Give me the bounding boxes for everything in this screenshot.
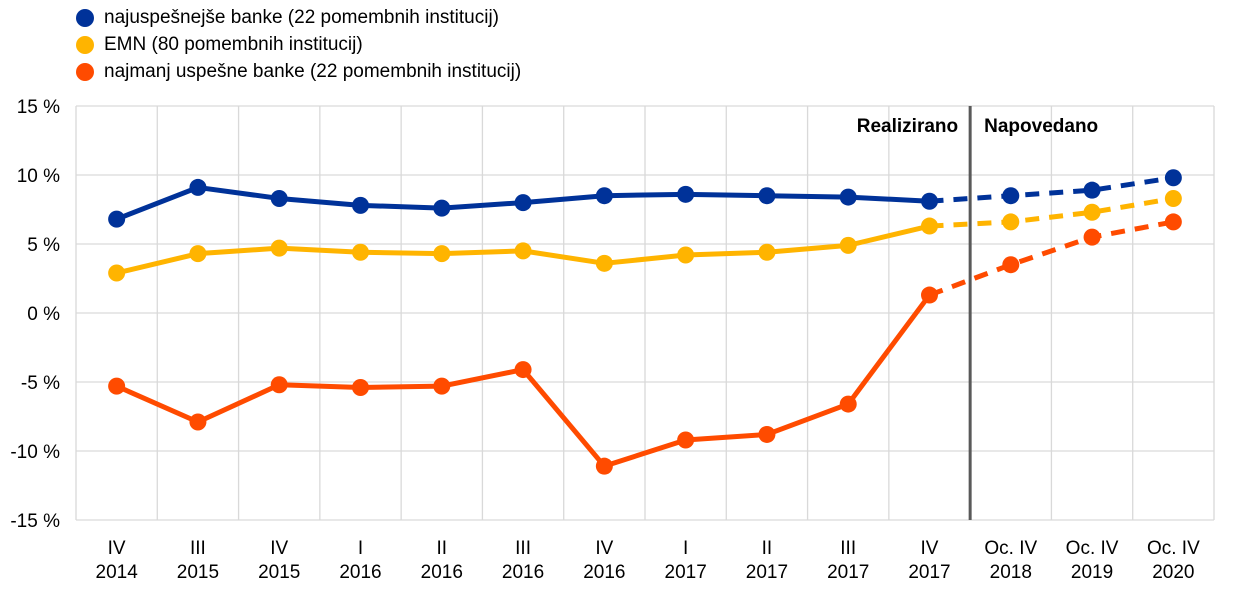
y-tick-label: 0 % <box>27 304 60 325</box>
data-point <box>352 243 369 261</box>
y-tick-label: 10 % <box>17 166 60 187</box>
x-tick-label: Oc. IV 2020 <box>1147 538 1200 583</box>
legend-item: najuspešnejše banke (22 pomembnih instit… <box>76 4 521 31</box>
data-point <box>514 242 532 260</box>
x-tick-label: III 2016 <box>502 538 544 583</box>
series-line-projection <box>929 195 1174 229</box>
data-point <box>433 245 451 263</box>
data-point <box>189 178 207 196</box>
x-tick-label: I 2016 <box>339 538 381 583</box>
data-point <box>108 264 126 282</box>
data-point <box>433 377 451 395</box>
x-tick-label: II 2016 <box>421 538 463 583</box>
data-point <box>1164 189 1182 207</box>
x-tick-label: Oc. IV 2018 <box>984 538 1037 583</box>
data-point <box>758 425 776 443</box>
data-point <box>270 239 288 257</box>
divider-label-realised: Realizirano <box>857 116 958 137</box>
x-tick-label: IV 2014 <box>96 538 139 583</box>
data-point <box>108 210 126 228</box>
data-point <box>1002 256 1020 274</box>
data-point <box>677 431 695 449</box>
data-point <box>270 376 288 394</box>
y-tick-label: 5 % <box>27 235 60 256</box>
data-point <box>758 187 776 205</box>
data-point <box>595 187 613 205</box>
legend-marker-worst-banks <box>76 62 94 81</box>
x-tick-label: Oc. IV 2019 <box>1066 538 1119 583</box>
data-point <box>1002 213 1020 231</box>
series-line-projection <box>929 175 1174 204</box>
x-tick-label: IV 2015 <box>258 538 300 583</box>
legend-label-ssm: EMN (80 pomembnih institucij) <box>104 33 363 55</box>
data-point <box>921 192 938 210</box>
series-line-projection <box>928 219 1174 298</box>
legend-marker-top-banks <box>76 8 94 27</box>
y-tick-label: -10 % <box>10 442 60 463</box>
legend-label-worst-banks: najmanj uspešne banke (22 pomembnih inst… <box>104 60 522 82</box>
data-point <box>352 379 369 397</box>
data-point <box>514 194 532 212</box>
data-point <box>921 217 938 235</box>
data-point <box>433 199 451 217</box>
data-point <box>1083 203 1101 221</box>
legend-label-top-banks: najuspešnejše banke (22 pomembnih instit… <box>104 6 500 28</box>
data-point <box>1164 169 1182 187</box>
legend: najuspešnejše banke (22 pomembnih instit… <box>76 4 521 85</box>
data-point <box>595 457 613 475</box>
data-point <box>108 377 126 395</box>
data-point <box>839 236 857 254</box>
data-point <box>1002 187 1020 205</box>
y-tick-label: -15 % <box>10 511 60 532</box>
x-tick-label: II 2017 <box>746 538 788 583</box>
data-point <box>352 196 369 214</box>
legend-item: EMN (80 pomembnih institucij) <box>76 31 521 58</box>
data-point <box>1083 181 1101 199</box>
data-point <box>921 286 938 304</box>
x-tick-label: III 2015 <box>177 538 219 583</box>
data-point <box>189 245 207 263</box>
x-tick-label: III 2017 <box>827 538 869 583</box>
x-tick-label: IV 2017 <box>908 538 950 583</box>
data-point <box>839 188 857 206</box>
data-point <box>1083 228 1101 246</box>
data-point <box>758 243 776 261</box>
y-tick-label: 15 % <box>17 97 60 118</box>
data-point <box>595 254 613 272</box>
x-tick-label: I 2017 <box>665 538 707 583</box>
data-point <box>270 189 288 207</box>
y-tick-label: -5 % <box>21 373 60 394</box>
data-point <box>677 185 695 203</box>
legend-item: najmanj uspešne banke (22 pomembnih inst… <box>76 58 521 85</box>
divider-label-projected: Napovedano <box>984 116 1098 137</box>
data-point <box>677 246 695 264</box>
data-point <box>189 413 207 431</box>
legend-marker-ssm <box>76 35 94 54</box>
x-tick-label: IV 2016 <box>583 538 625 583</box>
data-point <box>839 395 857 413</box>
data-point <box>1164 213 1182 231</box>
data-point <box>514 361 532 379</box>
